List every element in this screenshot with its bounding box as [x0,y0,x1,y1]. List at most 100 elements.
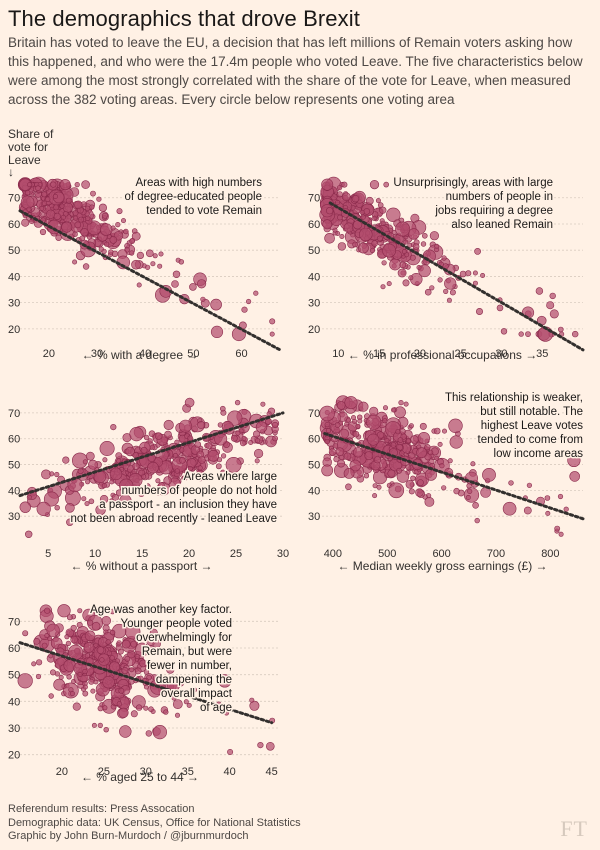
data-point [410,475,416,482]
data-point [420,241,427,247]
data-point [146,249,154,258]
data-point [102,457,108,463]
data-point [53,212,61,221]
data-point [434,455,440,461]
data-point [197,465,203,471]
x-tick-label: 10 [332,348,344,360]
data-point [62,202,73,213]
data-point [88,498,95,505]
data-point [84,501,90,507]
data-point [66,518,74,526]
data-point [254,458,260,464]
data-point [130,640,138,648]
data-point [109,655,115,661]
data-point [135,704,143,711]
x-tick-label: 15 [373,348,385,360]
data-point [97,705,104,712]
data-point [102,212,109,219]
data-point [395,429,401,435]
data-point [549,309,559,319]
data-point [210,325,224,338]
data-point [187,466,193,472]
data-point [482,468,496,482]
data-point [153,661,159,668]
ft-logo: FT [560,816,588,841]
data-point [474,248,481,255]
x-tick-label: 60 [235,348,247,360]
data-point [366,414,382,430]
data-point [398,400,404,406]
data-point [174,468,180,474]
y-tick-label: 40 [308,485,320,497]
data-point [365,196,374,205]
data-point [65,640,71,647]
data-point [124,624,141,640]
data-point [99,657,105,663]
y-tick-label: 70 [8,408,20,420]
data-point [254,448,264,459]
data-point [526,482,532,488]
data-point [129,667,135,673]
data-point [183,699,189,705]
page-subtitle: Britain has voted to leave the EU, a dec… [8,35,583,107]
data-point [321,178,334,191]
data-point [46,209,56,219]
data-point [335,199,341,205]
data-point [387,469,396,478]
data-point [129,250,135,256]
data-point [381,260,387,266]
data-point [33,638,41,645]
data-point [124,655,131,662]
data-point [95,504,106,516]
y-tick-label: 70 [8,616,20,628]
data-point [472,280,478,286]
data-point [449,289,456,296]
data-point [337,459,346,468]
data-point [269,331,275,337]
data-point [391,407,397,413]
data-point [523,506,532,515]
data-point [227,410,243,426]
data-point [125,446,135,457]
data-point [249,700,260,711]
data-point [324,421,330,428]
data-point [35,673,42,680]
data-point [173,452,179,458]
data-point [424,497,435,507]
data-point [389,258,401,271]
x-tick-label: 20 [43,348,55,360]
data-point [433,427,441,435]
data-point [101,616,112,626]
data-point [97,722,103,728]
data-point [545,510,551,516]
data-point [91,621,101,631]
data-point [434,243,440,249]
data-point [437,441,443,447]
data-point [359,209,365,215]
y-tick-label: 60 [8,219,20,231]
data-point [134,653,140,659]
data-point [136,251,144,259]
data-point [416,447,427,459]
data-point [447,458,453,464]
x-tick-label: 20 [183,548,195,560]
y-tick-label: 20 [308,324,320,336]
data-point [158,251,164,257]
data-point [90,190,96,197]
y-tick-label: 30 [308,298,320,310]
data-point [207,449,220,462]
x-tick-label: 25 [455,348,467,360]
data-point [408,275,414,281]
data-point [74,200,83,209]
data-point [78,216,84,223]
data-point [408,228,420,240]
y-axis-title-text: Share of vote for Leave [8,127,54,167]
data-point [57,604,71,618]
x-tick-label: 30 [495,348,507,360]
data-point [253,290,259,296]
data-point [255,421,268,433]
data-point [189,283,197,291]
chart-earnings: 30 40 50 60 70 400 500 600 700 800 This relationsh… [308,391,585,574]
data-point [337,242,347,251]
data-point [123,228,129,235]
